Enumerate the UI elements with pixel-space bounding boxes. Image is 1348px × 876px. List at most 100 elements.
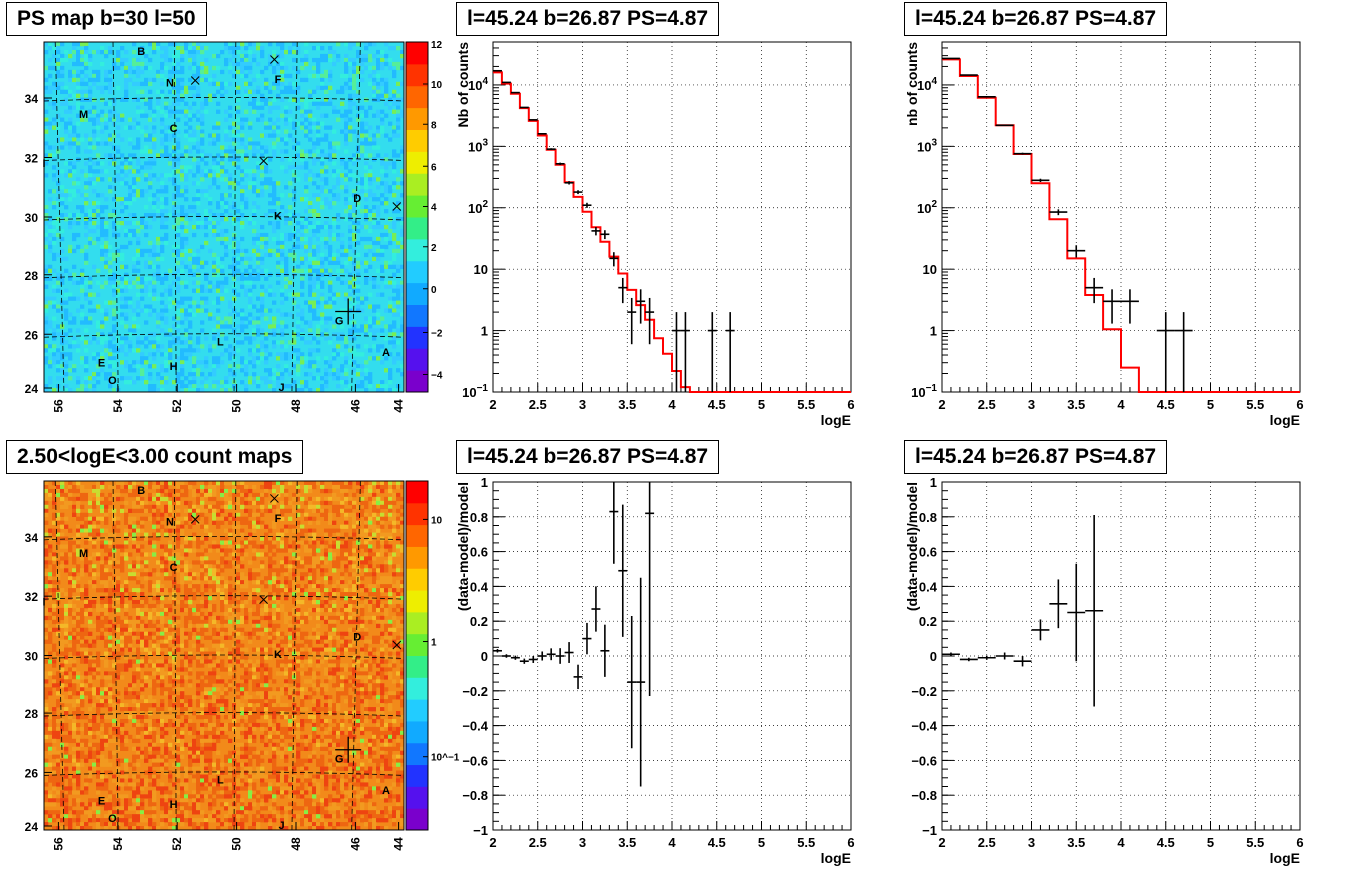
y-tick-label: 30	[25, 211, 39, 225]
colorbar-band	[406, 370, 428, 393]
data-point	[1067, 563, 1086, 662]
data-point	[636, 289, 646, 324]
lon-grid-line	[174, 480, 177, 831]
y-tick-label: −1	[473, 823, 488, 838]
x-tick-label: 5	[758, 835, 765, 850]
y-tick-label: −0.6	[462, 753, 488, 768]
y-tick-label: 0.4	[919, 579, 938, 594]
x-tick-label: 44	[392, 399, 406, 413]
lat-grid-line	[43, 156, 405, 161]
x-tick-label: 2.5	[529, 835, 547, 850]
x-tick-label: 54	[111, 399, 125, 413]
data-point	[528, 656, 538, 663]
data-point	[942, 652, 960, 656]
data-point	[1031, 619, 1050, 641]
data-point	[1013, 656, 1032, 667]
source-label: L	[217, 775, 224, 787]
data-point	[995, 124, 1014, 127]
source-label: M	[79, 548, 88, 560]
y-axis-label: nb of counts	[904, 42, 920, 126]
colorbar-band	[406, 42, 428, 65]
colorbar-band	[406, 699, 428, 722]
colorbar-tick-label: 2	[431, 243, 437, 254]
colorbar-band	[406, 568, 428, 591]
colorbar-band	[406, 590, 428, 613]
data-point	[493, 649, 502, 653]
colorbar-band	[406, 107, 428, 130]
data-point	[537, 651, 547, 661]
x-tick-label: 2	[489, 835, 496, 850]
x-tick-label: 3	[1028, 397, 1035, 412]
ps-map-title: PS map b=30 l=50	[6, 2, 207, 36]
x-tick-label: 2.5	[978, 835, 996, 850]
colorbar-band	[406, 348, 428, 371]
y-tick-label: 1	[481, 475, 488, 490]
y-tick-label: 104	[917, 76, 937, 93]
lon-grid-line	[174, 41, 177, 393]
colorbar-tick-label: 10	[431, 80, 443, 91]
data-point	[501, 81, 511, 84]
residual-fine-title: l=45.24 b=26.87 PS=4.87	[456, 440, 720, 474]
data-point	[537, 133, 547, 135]
y-tick-label: −0.2	[462, 684, 488, 699]
source-label: B	[137, 46, 145, 58]
colorbar: −4 −2 0 2 4 6 8 10 12	[405, 40, 443, 393]
y-tick-label: −0.4	[911, 719, 937, 734]
colorbar-band	[406, 764, 428, 787]
source-label: L	[217, 337, 224, 349]
plot-frame	[492, 481, 852, 831]
colorbar-band	[406, 502, 428, 526]
source-label: H	[170, 361, 178, 373]
colorbar-band	[406, 481, 428, 504]
x-tick-label: 56	[51, 399, 65, 413]
x-tick-label: 5	[1207, 835, 1214, 850]
source-x-marker	[392, 640, 402, 650]
data-point	[600, 624, 610, 677]
colorbar-tick-label: −2	[431, 329, 443, 340]
data-point	[546, 148, 556, 151]
data-point	[977, 655, 996, 660]
data-point	[995, 652, 1014, 660]
data-point	[977, 96, 996, 98]
data-point	[959, 657, 978, 662]
x-tick-label: 4	[1117, 835, 1125, 850]
source-x-marker	[259, 595, 268, 605]
colorbar-tick-label: 4	[431, 203, 437, 214]
y-tick-label: 28	[25, 269, 39, 283]
lat-grid-line	[43, 595, 405, 600]
source-label: O	[108, 813, 117, 825]
y-tick-label: 103	[468, 137, 488, 154]
data-point	[582, 622, 592, 655]
lat-grid-line	[43, 654, 405, 659]
x-tick-label: 54	[111, 837, 125, 851]
data-point	[1174, 312, 1193, 392]
x-tick-label: 50	[230, 837, 244, 851]
plot-frame	[492, 41, 852, 393]
source-label: J	[279, 820, 285, 832]
colorbar-band	[406, 63, 428, 87]
data-point	[1103, 289, 1121, 324]
colorbar-band	[406, 655, 428, 678]
colorbar-band	[406, 195, 428, 218]
colorbar-tick-label: −4	[431, 371, 443, 382]
x-tick-label: 50	[230, 399, 244, 413]
source-label: H	[170, 799, 178, 811]
x-axis-label: logE	[821, 850, 851, 866]
y-tick-label: −0.2	[911, 684, 937, 699]
y-tick-label: 1	[930, 324, 937, 339]
data-point	[672, 312, 681, 392]
data-point	[609, 482, 619, 564]
x-tick-label: 3	[579, 835, 586, 850]
data-point	[519, 658, 529, 664]
source-label: J	[279, 382, 285, 394]
lon-grid-line	[233, 41, 237, 393]
lon-grid-line	[291, 480, 298, 831]
y-tick-label: 28	[25, 707, 39, 721]
lat-grid-line	[43, 712, 405, 717]
source-label: D	[353, 193, 361, 205]
lat-grid-line	[43, 771, 405, 776]
lon-grid-line	[351, 41, 361, 393]
source-label: C	[170, 123, 178, 135]
data-point	[1156, 312, 1175, 392]
